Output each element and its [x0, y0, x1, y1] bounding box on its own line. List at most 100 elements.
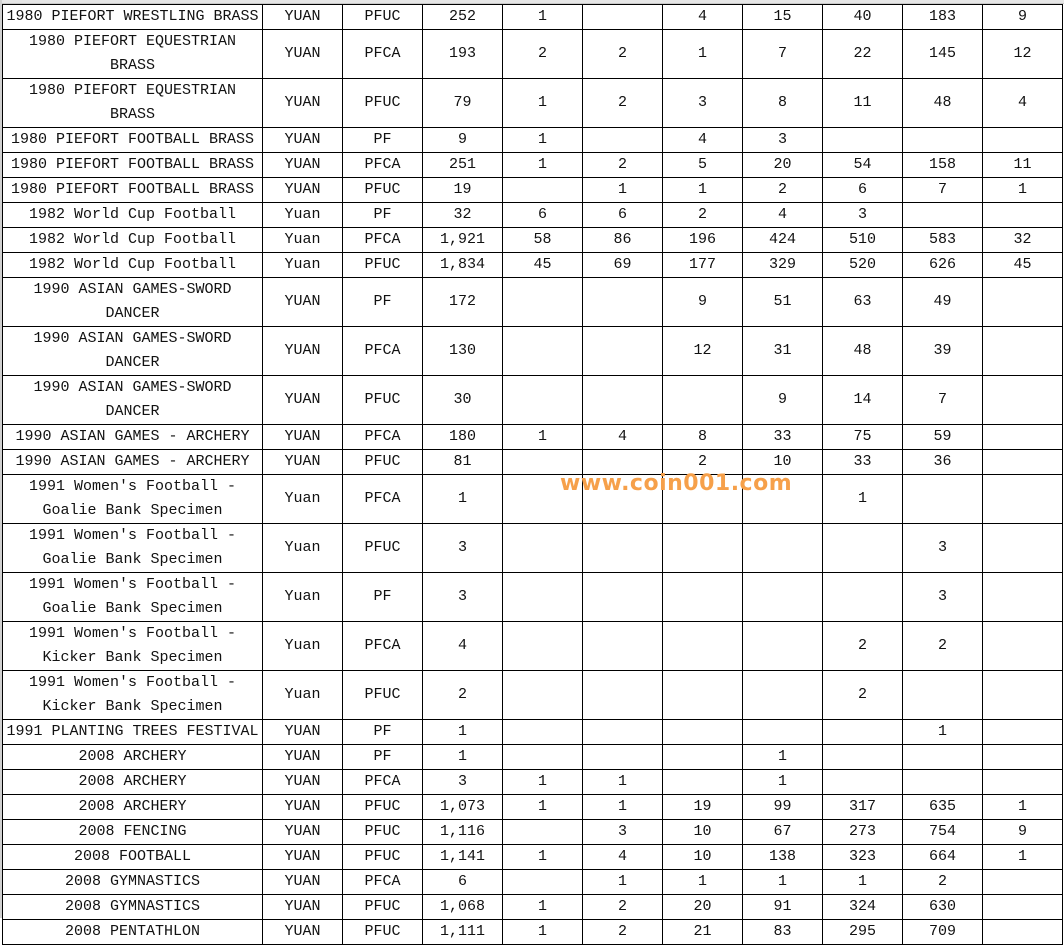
grade-4-cell[interactable]: 424: [742, 227, 823, 253]
coin-name-cell[interactable]: 1980 PIEFORT EQUESTRIAN BRASS: [2, 78, 263, 128]
grade-7-cell[interactable]: [982, 621, 1063, 671]
denomination-cell[interactable]: Yuan: [262, 227, 343, 253]
denomination-cell[interactable]: YUAN: [262, 894, 343, 920]
grade-2-cell[interactable]: [582, 277, 663, 327]
grade-6-cell[interactable]: 183: [902, 4, 983, 30]
grade-5-cell[interactable]: 3: [822, 202, 903, 228]
grade-4-cell[interactable]: 329: [742, 252, 823, 278]
total-cell[interactable]: 1,111: [422, 919, 503, 945]
grade-5-cell[interactable]: 510: [822, 227, 903, 253]
grade-7-cell[interactable]: 4: [982, 78, 1063, 128]
total-cell[interactable]: 1,921: [422, 227, 503, 253]
grade-4-cell[interactable]: 4: [742, 202, 823, 228]
finish-cell[interactable]: PF: [342, 572, 423, 622]
grade-2-cell[interactable]: [582, 744, 663, 770]
grade-7-cell[interactable]: [982, 869, 1063, 895]
coin-name-cell[interactable]: 1982 World Cup Football: [2, 227, 263, 253]
grade-6-cell[interactable]: 2: [902, 869, 983, 895]
grade-4-cell[interactable]: [742, 474, 823, 524]
grade-2-cell[interactable]: 69: [582, 252, 663, 278]
grade-4-cell[interactable]: 1: [742, 869, 823, 895]
grade-5-cell[interactable]: 40: [822, 4, 903, 30]
grade-3-cell[interactable]: 177: [662, 252, 743, 278]
grade-6-cell[interactable]: 583: [902, 227, 983, 253]
total-cell[interactable]: 252: [422, 4, 503, 30]
denomination-cell[interactable]: YUAN: [262, 78, 343, 128]
grade-7-cell[interactable]: [982, 449, 1063, 475]
grade-6-cell[interactable]: 48: [902, 78, 983, 128]
grade-2-cell[interactable]: [582, 4, 663, 30]
grade-4-cell[interactable]: [742, 670, 823, 720]
coin-name-cell[interactable]: 2008 ARCHERY: [2, 794, 263, 820]
total-cell[interactable]: 1,073: [422, 794, 503, 820]
total-cell[interactable]: 3: [422, 769, 503, 795]
denomination-cell[interactable]: YUAN: [262, 744, 343, 770]
grade-1-cell[interactable]: [502, 449, 583, 475]
grade-3-cell[interactable]: 5: [662, 152, 743, 178]
coin-name-cell[interactable]: 1980 PIEFORT FOOTBALL BRASS: [2, 177, 263, 203]
coin-name-cell[interactable]: 1991 Women's Football - Kicker Bank Spec…: [2, 621, 263, 671]
grade-2-cell[interactable]: 4: [582, 424, 663, 450]
total-cell[interactable]: 1,141: [422, 844, 503, 870]
grade-1-cell[interactable]: 2: [502, 29, 583, 79]
denomination-cell[interactable]: YUAN: [262, 326, 343, 376]
coin-name-cell[interactable]: 1991 Women's Football - Kicker Bank Spec…: [2, 670, 263, 720]
grade-4-cell[interactable]: [742, 572, 823, 622]
grade-7-cell[interactable]: 9: [982, 819, 1063, 845]
total-cell[interactable]: 19: [422, 177, 503, 203]
grade-6-cell[interactable]: 630: [902, 894, 983, 920]
coin-name-cell[interactable]: 1990 ASIAN GAMES - ARCHERY: [2, 449, 263, 475]
denomination-cell[interactable]: YUAN: [262, 719, 343, 745]
grade-5-cell[interactable]: 63: [822, 277, 903, 327]
grade-5-cell[interactable]: [822, 523, 903, 573]
grade-2-cell[interactable]: 4: [582, 844, 663, 870]
grade-3-cell[interactable]: 1: [662, 869, 743, 895]
grade-5-cell[interactable]: [822, 572, 903, 622]
total-cell[interactable]: 193: [422, 29, 503, 79]
grade-1-cell[interactable]: [502, 277, 583, 327]
total-cell[interactable]: 3: [422, 572, 503, 622]
grade-1-cell[interactable]: 45: [502, 252, 583, 278]
grade-3-cell[interactable]: [662, 621, 743, 671]
denomination-cell[interactable]: YUAN: [262, 127, 343, 153]
grade-1-cell[interactable]: [502, 869, 583, 895]
grade-7-cell[interactable]: [982, 127, 1063, 153]
grade-2-cell[interactable]: [582, 719, 663, 745]
finish-cell[interactable]: PFCA: [342, 152, 423, 178]
denomination-cell[interactable]: Yuan: [262, 474, 343, 524]
grade-6-cell[interactable]: 49: [902, 277, 983, 327]
total-cell[interactable]: 9: [422, 127, 503, 153]
finish-cell[interactable]: PFUC: [342, 252, 423, 278]
coin-name-cell[interactable]: 1990 ASIAN GAMES-SWORD DANCER: [2, 375, 263, 425]
finish-cell[interactable]: PF: [342, 744, 423, 770]
coin-name-cell[interactable]: 1991 Women's Football - Goalie Bank Spec…: [2, 474, 263, 524]
grade-2-cell[interactable]: 2: [582, 29, 663, 79]
grade-7-cell[interactable]: 45: [982, 252, 1063, 278]
grade-4-cell[interactable]: 8: [742, 78, 823, 128]
grade-4-cell[interactable]: [742, 719, 823, 745]
denomination-cell[interactable]: YUAN: [262, 919, 343, 945]
grade-6-cell[interactable]: [902, 127, 983, 153]
grade-5-cell[interactable]: 48: [822, 326, 903, 376]
grade-7-cell[interactable]: [982, 375, 1063, 425]
grade-7-cell[interactable]: [982, 894, 1063, 920]
denomination-cell[interactable]: YUAN: [262, 4, 343, 30]
finish-cell[interactable]: PF: [342, 202, 423, 228]
coin-name-cell[interactable]: 1980 PIEFORT WRESTLING BRASS: [2, 4, 263, 30]
coin-name-cell[interactable]: 1991 Women's Football - Goalie Bank Spec…: [2, 572, 263, 622]
coin-name-cell[interactable]: 1980 PIEFORT EQUESTRIAN BRASS: [2, 29, 263, 79]
grade-4-cell[interactable]: 99: [742, 794, 823, 820]
grade-1-cell[interactable]: [502, 523, 583, 573]
denomination-cell[interactable]: YUAN: [262, 769, 343, 795]
grade-7-cell[interactable]: [982, 523, 1063, 573]
grade-4-cell[interactable]: 33: [742, 424, 823, 450]
grade-3-cell[interactable]: 4: [662, 4, 743, 30]
grade-5-cell[interactable]: [822, 769, 903, 795]
finish-cell[interactable]: PF: [342, 277, 423, 327]
grade-4-cell[interactable]: 83: [742, 919, 823, 945]
grade-4-cell[interactable]: 3: [742, 127, 823, 153]
denomination-cell[interactable]: Yuan: [262, 621, 343, 671]
grade-6-cell[interactable]: 635: [902, 794, 983, 820]
grade-7-cell[interactable]: 32: [982, 227, 1063, 253]
grade-2-cell[interactable]: 1: [582, 177, 663, 203]
